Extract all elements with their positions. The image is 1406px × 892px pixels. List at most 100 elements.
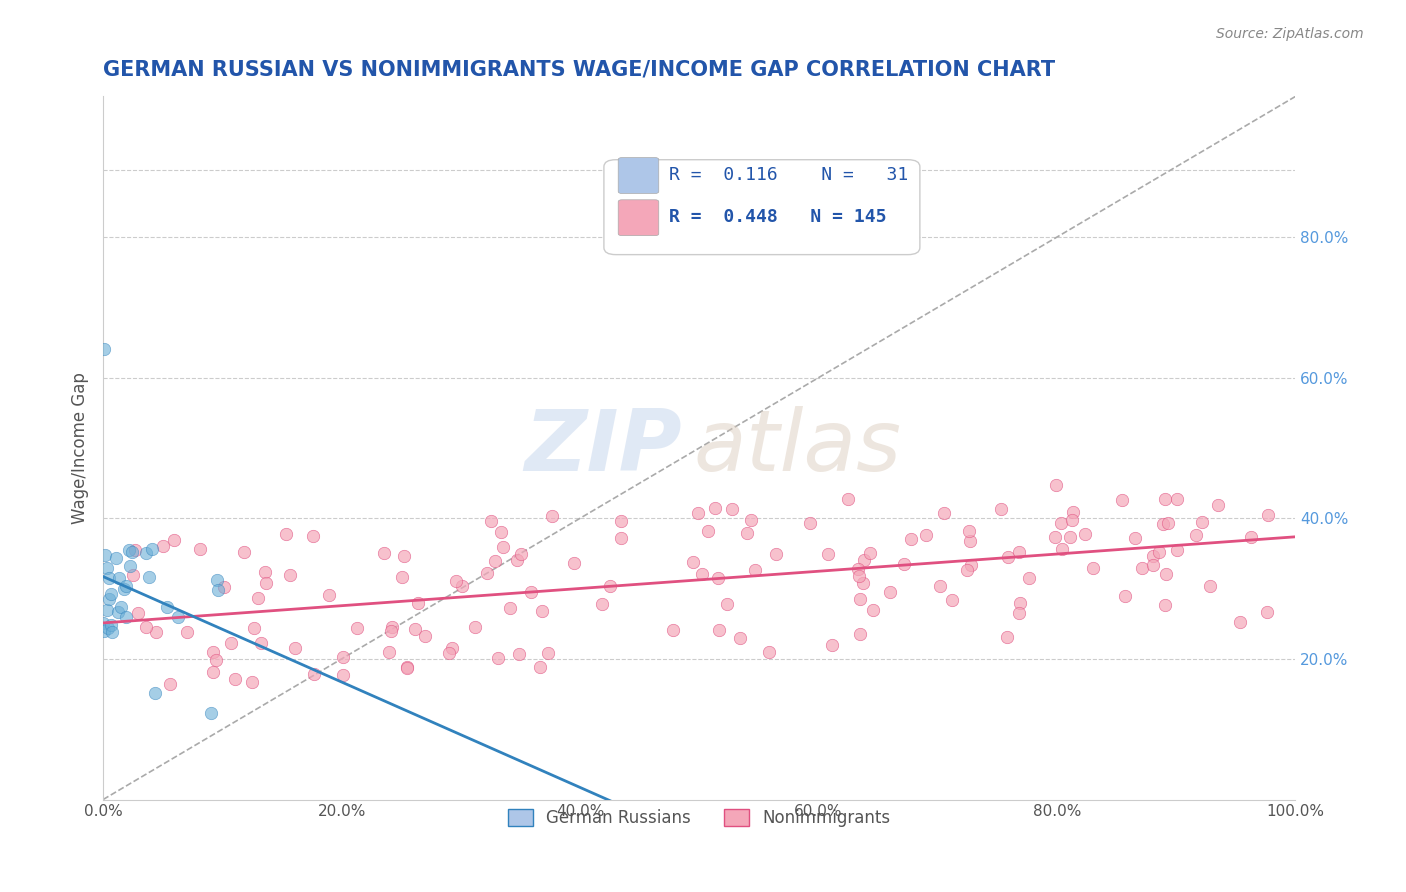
Point xyxy=(990,502,1012,516)
Point xyxy=(100,618,122,632)
Point xyxy=(848,569,870,583)
Point xyxy=(440,640,463,655)
Point xyxy=(413,629,436,643)
Text: R =  0.116    N =   31: R = 0.116 N = 31 xyxy=(669,166,908,184)
Point xyxy=(848,592,870,607)
Point xyxy=(318,588,340,602)
Point xyxy=(112,582,135,596)
Point xyxy=(302,666,325,681)
FancyBboxPatch shape xyxy=(619,200,659,235)
Point xyxy=(799,516,821,530)
Point xyxy=(941,593,963,607)
Point xyxy=(1256,606,1278,620)
Point xyxy=(682,555,704,569)
Point xyxy=(959,558,981,572)
FancyBboxPatch shape xyxy=(619,158,659,194)
Point xyxy=(439,646,461,660)
Point xyxy=(479,514,502,528)
Point xyxy=(520,585,543,599)
Point xyxy=(492,540,515,554)
Point xyxy=(1111,492,1133,507)
Text: atlas: atlas xyxy=(693,407,901,490)
Point xyxy=(1008,545,1031,559)
Point xyxy=(697,524,720,538)
Point xyxy=(709,624,731,638)
Point xyxy=(744,563,766,577)
Point xyxy=(997,549,1019,564)
Point xyxy=(1257,508,1279,523)
Y-axis label: Wage/Income Gap: Wage/Income Gap xyxy=(72,372,89,524)
Point xyxy=(380,624,402,638)
Point xyxy=(1166,543,1188,558)
Point xyxy=(562,557,585,571)
Point xyxy=(163,533,186,547)
Point xyxy=(510,548,533,562)
Point xyxy=(105,550,128,565)
Point xyxy=(499,601,522,615)
Point xyxy=(224,672,246,686)
Point xyxy=(1123,531,1146,545)
Point xyxy=(852,575,875,590)
Text: ZIP: ZIP xyxy=(524,407,682,490)
Point xyxy=(138,570,160,584)
Point xyxy=(959,534,981,549)
Point xyxy=(720,502,742,516)
Point xyxy=(1154,566,1177,581)
Point xyxy=(122,568,145,582)
Point xyxy=(127,606,149,620)
Point xyxy=(302,529,325,543)
Point xyxy=(373,546,395,560)
Point xyxy=(115,609,138,624)
Point xyxy=(1229,615,1251,629)
Point xyxy=(1149,545,1171,559)
Point xyxy=(704,501,727,516)
Point xyxy=(1206,499,1229,513)
Point xyxy=(464,620,486,634)
Point xyxy=(404,622,426,636)
Point xyxy=(243,621,266,635)
Point xyxy=(202,645,225,659)
Point xyxy=(957,524,980,538)
Point xyxy=(484,554,506,568)
Point xyxy=(758,645,780,659)
Point xyxy=(135,545,157,559)
Point xyxy=(240,674,263,689)
Point xyxy=(395,660,418,674)
Point xyxy=(254,575,277,590)
Point xyxy=(591,598,613,612)
Point xyxy=(1114,589,1136,603)
Point xyxy=(486,650,509,665)
Point xyxy=(1157,516,1180,530)
Point xyxy=(1152,516,1174,531)
Point xyxy=(489,525,512,540)
Point xyxy=(1062,513,1084,527)
Point xyxy=(848,627,870,641)
Point xyxy=(853,552,876,566)
Point xyxy=(536,646,558,660)
Point xyxy=(662,623,685,637)
Point xyxy=(1050,542,1073,557)
Point xyxy=(143,686,166,700)
Point xyxy=(915,528,938,542)
Point xyxy=(690,567,713,582)
Point xyxy=(108,571,131,585)
Point xyxy=(93,342,115,356)
Point xyxy=(879,585,901,599)
Point xyxy=(1142,549,1164,563)
Point xyxy=(159,677,181,691)
Point xyxy=(706,571,728,585)
Point xyxy=(821,638,844,652)
Point xyxy=(508,647,530,661)
Point xyxy=(115,579,138,593)
Point xyxy=(1062,504,1084,518)
Point xyxy=(1081,561,1104,575)
Point xyxy=(1185,528,1208,542)
Point xyxy=(929,579,952,593)
Point xyxy=(93,615,115,630)
Point xyxy=(121,545,143,559)
Point xyxy=(254,565,277,579)
Point xyxy=(205,653,228,667)
Point xyxy=(145,625,167,640)
Point xyxy=(250,635,273,649)
Point xyxy=(120,558,142,573)
